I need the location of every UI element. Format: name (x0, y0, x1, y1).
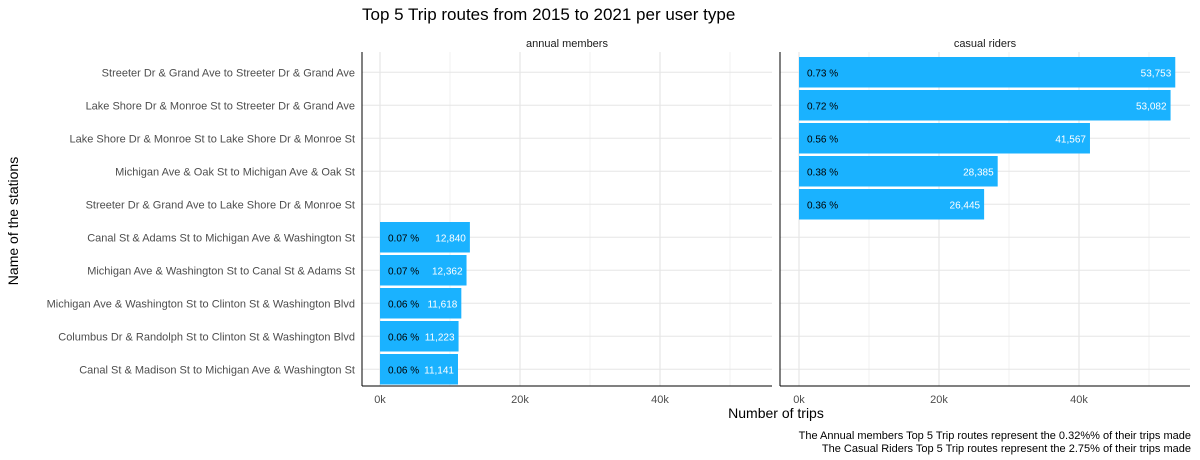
bar-percent-label: 0.56 % (807, 134, 838, 145)
caption-line-1: The Annual members Top 5 Trip routes rep… (799, 430, 1191, 442)
panel-strip-label: annual members (526, 38, 608, 50)
bar-value-label: 26,445 (950, 200, 981, 211)
bar-value-label: 28,385 (963, 167, 994, 178)
bar-percent-label: 0.38 % (807, 167, 838, 178)
category-label: Michigan Ave & Washington St to Clinton … (47, 298, 355, 310)
bar-value-label: 12,362 (432, 266, 463, 277)
category-label: Canal St & Madison St to Michigan Ave & … (79, 364, 355, 376)
bar (380, 255, 467, 286)
bar (799, 90, 1171, 121)
bar-percent-label: 0.06 % (388, 365, 419, 376)
bar-percent-label: 0.73 % (807, 68, 838, 79)
bar-value-label: 53,753 (1141, 68, 1172, 79)
bar (380, 288, 462, 319)
x-tick-label: 0k (374, 394, 386, 406)
bar (799, 57, 1176, 88)
panels: annual members 0.07 % 12,840 0.07 % 12,362 0.… (361, 38, 1190, 406)
category-label: Michigan Ave & Washington St to Canal St… (87, 265, 355, 277)
x-tick-label: 40k (651, 394, 669, 406)
chart-title: Top 5 Trip routes from 2015 to 2021 per … (362, 5, 735, 24)
bar-value-label: 11,141 (424, 365, 454, 376)
bar-percent-label: 0.06 % (388, 299, 419, 310)
bar-percent-label: 0.07 % (388, 266, 419, 277)
category-label: Lake Shore Dr & Monroe St to Streeter Dr… (86, 100, 355, 112)
category-labels: Streeter Dr & Grand Ave to Streeter Dr &… (47, 67, 355, 376)
panel-1: casual riders 0.73 % 53,753 0.72 % 53,082 0.5… (779, 38, 1190, 406)
bar-percent-label: 0.72 % (807, 101, 838, 112)
category-label: Michigan Ave & Oak St to Michigan Ave & … (115, 166, 355, 178)
x-tick-label: 0k (793, 394, 805, 406)
category-label: Streeter Dr & Grand Ave to Lake Shore Dr… (86, 199, 355, 211)
panel-0: annual members 0.07 % 12,840 0.07 % 12,362 0.… (361, 38, 772, 406)
bar-value-label: 41,567 (1055, 134, 1086, 145)
y-axis-title: Name of the stations (5, 157, 21, 285)
bar-percent-label: 0.06 % (388, 332, 419, 343)
bar (799, 189, 985, 220)
x-tick-label: 20k (930, 394, 948, 406)
category-label: Columbus Dr & Randolph St to Clinton St … (58, 331, 355, 343)
panel-strip-label: casual riders (954, 38, 1017, 50)
x-tick-label: 20k (511, 394, 529, 406)
bar (799, 123, 1090, 154)
bar (380, 222, 470, 253)
bar-percent-label: 0.36 % (807, 200, 838, 211)
bar-value-label: 53,082 (1136, 101, 1167, 112)
bar-value-label: 11,223 (425, 332, 455, 343)
bar-value-label: 12,840 (435, 233, 466, 244)
x-axis-title: Number of trips (728, 405, 824, 421)
x-tick-label: 40k (1070, 394, 1088, 406)
category-label: Canal St & Adams St to Michigan Ave & Wa… (87, 232, 355, 244)
category-label: Lake Shore Dr & Monroe St to Lake Shore … (69, 133, 355, 145)
bar (799, 156, 998, 187)
bar (380, 321, 459, 352)
category-label: Streeter Dr & Grand Ave to Streeter Dr &… (102, 67, 355, 79)
bar-value-label: 11,618 (427, 299, 457, 310)
caption-line-2: The Casual Riders Top 5 Trip routes repr… (822, 443, 1191, 455)
bar (380, 354, 458, 385)
bar-percent-label: 0.07 % (388, 233, 419, 244)
